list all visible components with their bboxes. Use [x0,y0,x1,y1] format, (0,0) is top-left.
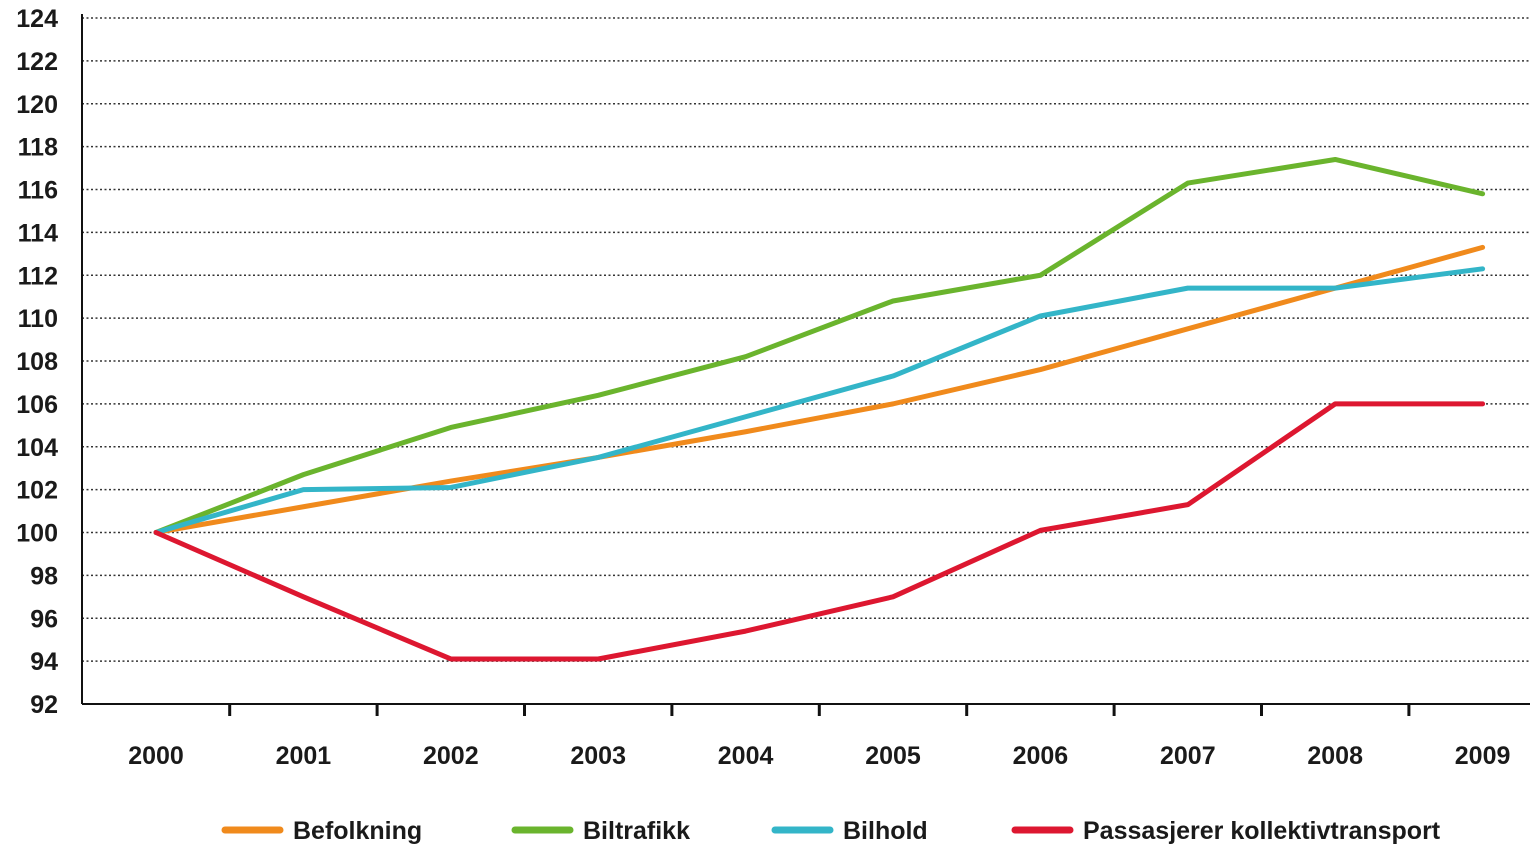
y-tick-label: 114 [18,219,58,247]
y-tick-label: 106 [16,391,58,419]
gridlines [82,17,1530,662]
y-tick-label: 124 [16,5,58,33]
y-axis: 92 94 96 98 100 102 104 106 108 110 112 114 116 118 12… [16,5,83,719]
y-tick-label: 108 [16,348,58,376]
x-tick-label: 2008 [1307,742,1363,770]
y-tick-label: 110 [18,305,58,333]
x-tick-label: 2006 [1013,742,1069,770]
y-tick-label: 104 [16,434,58,462]
y-tick-label: 118 [18,134,58,162]
legend-label: Passasjerer kollektivtransport [1083,817,1441,845]
legend-label: Bilhold [843,817,928,845]
series-line-biltrafikk [153,156,1486,535]
series-line-befolkning [153,244,1486,535]
x-tick-label: 2001 [276,742,332,770]
legend: Befolkning Biltrafikk Bilhold Passasjerer k… [221,817,1441,845]
x-tick-label: 2002 [423,742,479,770]
x-tick-label: 2005 [865,742,921,770]
x-axis: 2000 2001 2002 2003 2004 2005 2006 2007 2008 2009 [82,703,1530,770]
y-tick-label: 116 [18,177,58,205]
y-tick-label: 100 [16,520,58,548]
series-lines [153,156,1486,662]
y-tick-label: 122 [16,48,58,76]
y-tick-label: 102 [16,477,58,505]
legend-label: Befolkning [293,817,422,845]
y-tick-label: 94 [30,648,58,676]
y-tick-label: 112 [18,262,58,290]
series-line-bilhold [153,266,1486,535]
y-tick-label: 98 [30,562,58,590]
series-line-passasjerer-kollektivtransport [153,401,1486,662]
x-tick-label: 2003 [570,742,626,770]
legend-label: Biltrafikk [583,817,690,845]
x-tick-label: 2007 [1160,742,1216,770]
y-tick-label: 96 [30,605,58,633]
y-tick-label: 92 [30,691,58,719]
x-tick-label: 2009 [1455,742,1511,770]
x-tick-label: 2004 [718,742,774,770]
x-tick-label: 2000 [128,742,184,770]
y-tick-label: 120 [16,91,58,119]
